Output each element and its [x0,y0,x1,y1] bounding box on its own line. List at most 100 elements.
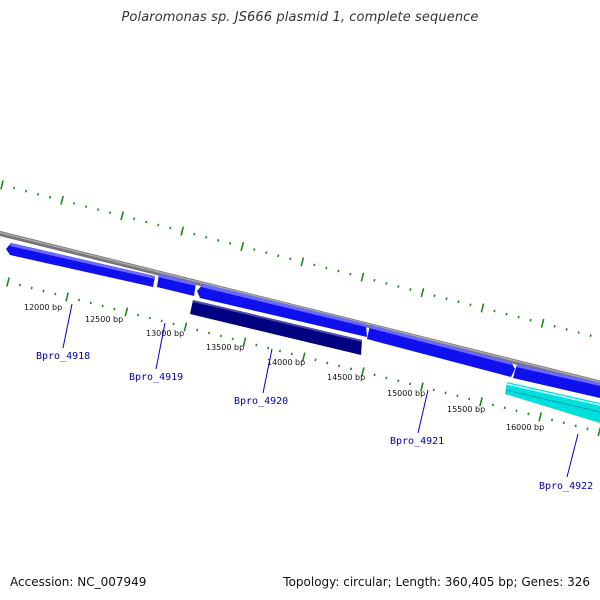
inner-minor-tick [30,286,33,290]
inner-major-tick [301,352,306,362]
inner-minor-tick [219,334,222,338]
inner-tick-ring [6,277,600,437]
outer-minor-tick [36,192,40,196]
gene-leader-line [155,322,166,370]
inner-major-tick [183,322,188,332]
inner-major-tick [538,412,543,422]
inner-minor-tick [491,403,494,407]
outer-minor-tick [133,217,136,221]
bp-label-12000: 12000 bp [24,303,62,312]
outer-major-tick [120,211,124,221]
gene-label-bpro-4920[interactable]: Bpro_4920 [234,396,288,407]
gene-label-bpro-4919[interactable]: Bpro_4919 [129,372,183,383]
inner-minor-tick [42,289,45,293]
bp-label-15500: 15500 bp [447,405,485,414]
inner-minor-tick [432,388,435,392]
inner-minor-tick [18,283,21,287]
outer-minor-tick [469,303,472,307]
gene-bpro-4920-forward[interactable] [197,284,367,337]
inner-minor-tick [409,382,412,386]
bp-label-14500: 14500 bp [327,373,365,382]
gene-leader-line [62,303,73,349]
inner-minor-tick [196,328,199,332]
inner-major-tick [124,307,129,317]
outer-minor-tick [445,297,448,301]
outer-minor-tick [505,312,508,316]
map-title: Polaromonas sp. JS666 plasmid 1, complet… [121,10,479,25]
outer-minor-tick [589,334,592,337]
outer-major-tick [300,257,305,267]
gene-bpro-4922[interactable] [505,382,600,423]
outer-minor-tick [493,309,496,313]
outer-minor-tick [157,223,160,227]
inner-minor-tick [137,313,140,317]
inner-major-tick [242,337,247,347]
inner-minor-tick [550,418,554,422]
inner-minor-tick [314,358,317,362]
inner-minor-tick [562,421,565,425]
inner-minor-tick [101,304,104,308]
gene-bpro-4918[interactable] [6,243,155,287]
outer-minor-tick [193,232,196,236]
outer-major-tick [360,272,365,282]
outer-minor-tick [12,186,16,190]
gene-bpro-4919[interactable] [157,274,196,296]
inner-minor-tick [527,412,530,416]
sequence-backbone-highlight [0,231,600,383]
inner-minor-tick [397,379,400,383]
outer-minor-tick [325,266,328,270]
outer-minor-tick [49,195,52,199]
bp-label-13500: 13500 bp [206,343,244,352]
outer-minor-tick [397,285,400,288]
outer-minor-tick [553,324,556,328]
gene-bpro-4922-forward[interactable] [513,364,600,398]
inner-major-tick [360,367,365,377]
outer-minor-tick [577,331,580,334]
inner-minor-tick [172,322,175,326]
inner-minor-tick [160,319,163,323]
outer-minor-tick [97,208,100,211]
outer-minor-tick [265,251,268,255]
inner-minor-tick [89,301,92,305]
outer-minor-tick [457,300,460,304]
outer-major-tick [420,287,425,298]
gene-label-bpro-4921[interactable]: Bpro_4921 [390,436,444,447]
bp-label-12500: 12500 bp [85,315,123,324]
outer-minor-tick [349,272,352,276]
inner-minor-tick [113,307,116,311]
inner-minor-tick [326,361,329,365]
outer-minor-tick [517,315,520,319]
inner-minor-tick [574,424,577,428]
outer-minor-tick [217,238,220,242]
bp-label-15000: 15000 bp [387,389,425,398]
inner-minor-tick [54,292,57,296]
inner-minor-tick [278,349,282,353]
gene-label-bpro-4918[interactable]: Bpro_4918 [36,351,90,362]
outer-minor-tick [373,278,376,282]
inner-minor-tick [267,346,270,350]
outer-minor-tick [277,254,280,258]
inner-minor-tick [586,427,589,431]
gene-label-bpro-4922[interactable]: Bpro_4922 [539,481,593,492]
outer-major-tick [60,195,64,205]
outer-minor-tick [229,242,232,245]
topology-info: Topology: circular; Length: 360,405 bp; … [283,575,590,589]
bp-label-14000: 14000 bp [267,358,305,367]
inner-minor-tick [231,337,234,341]
bp-label-16000: 16000 bp [506,423,544,432]
outer-minor-tick [85,205,88,208]
gene-bpro-4920[interactable] [190,300,362,355]
outer-minor-tick [205,235,208,239]
outer-major-tick [540,318,545,328]
inner-major-tick [597,427,600,437]
gene-leader-line [262,348,273,394]
outer-minor-tick [337,269,340,273]
outer-tick-ring [0,180,592,337]
inner-major-tick [420,382,424,392]
inner-minor-tick [338,364,341,368]
inner-minor-tick [77,298,81,302]
inner-minor-tick [468,397,471,401]
outer-major-tick [240,241,245,252]
gene-bpro-4921[interactable] [367,325,515,377]
